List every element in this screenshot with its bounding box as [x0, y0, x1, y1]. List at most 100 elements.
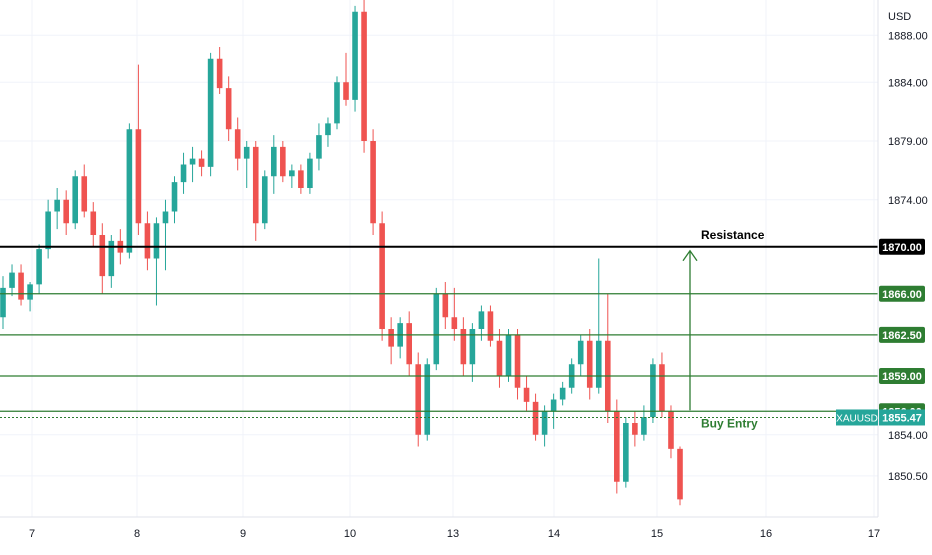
candle-body — [559, 387, 566, 400]
candle-body — [388, 329, 394, 347]
candle-body — [406, 323, 412, 365]
target-arrow-head — [682, 249, 698, 262]
price-tag-bg — [879, 368, 925, 384]
current-price-tag[interactable]: XAUUSD 1855.47 — [836, 409, 925, 426]
candle-body — [352, 11, 358, 100]
currency-label: USD — [888, 11, 911, 23]
candle-body — [81, 176, 88, 212]
candle-body — [614, 411, 620, 482]
candle-body — [252, 146, 259, 224]
candle-body — [90, 211, 97, 235]
candle-body — [207, 58, 214, 167]
time-tick-label: 14 — [548, 528, 560, 540]
time-tick-label: 16 — [760, 528, 772, 540]
price-tick-label: 1888.00 — [888, 30, 928, 42]
candle-body — [586, 340, 593, 388]
candle-body — [623, 423, 629, 482]
price-tag-text: 1859.00 — [882, 371, 922, 383]
candle-body — [541, 411, 548, 435]
candle-body — [18, 272, 24, 300]
price-tick-label: 1850.50 — [888, 471, 928, 483]
candle-body — [523, 387, 530, 402]
candle-body — [9, 272, 15, 288]
candle-body — [225, 88, 232, 130]
candle-body — [180, 164, 187, 183]
candle-body — [334, 82, 340, 124]
candle-body — [650, 364, 656, 418]
candle-body — [198, 158, 205, 167]
candle-body — [126, 129, 133, 253]
price-tag-1859-00[interactable]: 1859.00 — [879, 368, 925, 384]
resistance-label: Resistance — [701, 228, 765, 242]
price-tag-text: 1866.00 — [882, 289, 922, 301]
price-tag-1870-00[interactable]: 1870.00 — [879, 238, 925, 255]
time-tick-label: 8 — [134, 528, 140, 540]
candle-body — [325, 123, 331, 136]
candle-body — [659, 364, 665, 412]
buy-entry-label: Buy Entry — [701, 416, 758, 430]
time-tick-label: 9 — [240, 528, 246, 540]
current-price-bg — [879, 409, 925, 426]
candle-body — [280, 146, 286, 177]
candle-body — [63, 199, 69, 224]
price-tag-bg — [879, 238, 925, 255]
candle-body — [415, 364, 422, 435]
candle-body — [460, 329, 467, 365]
candle-body — [162, 211, 169, 224]
candle-body — [361, 11, 367, 141]
candle-body — [216, 58, 223, 89]
candle-body — [36, 249, 42, 285]
price-tick-label: 1879.00 — [888, 136, 928, 148]
time-tick-label: 13 — [447, 528, 459, 540]
candle-body — [550, 399, 557, 412]
candle-body — [442, 293, 449, 318]
price-tick-label: 1874.00 — [888, 195, 928, 207]
candle-body — [144, 223, 151, 259]
price-tag-bg — [879, 326, 925, 343]
candle-body — [234, 129, 241, 159]
current-price-text: 1855.47 — [882, 412, 922, 424]
candle-body — [99, 235, 106, 277]
candle-body — [108, 240, 115, 277]
time-tick-label: 17 — [868, 528, 880, 540]
price-tag-bg — [879, 285, 925, 302]
candle-body — [514, 334, 521, 388]
candle-body — [424, 364, 431, 435]
candle-body — [595, 340, 602, 388]
candle-body — [72, 176, 79, 224]
time-tick-label: 7 — [29, 528, 35, 540]
candle-body — [370, 141, 376, 224]
candle-body — [261, 176, 268, 224]
candle-body — [632, 423, 638, 435]
candle-body — [478, 311, 485, 329]
price-tag-text: 1862.50 — [882, 330, 922, 342]
price-tag-1866-00[interactable]: 1866.00 — [879, 285, 925, 302]
candle-body — [469, 329, 476, 365]
candle-body — [298, 170, 304, 188]
candle-body — [668, 411, 674, 449]
candle-body — [271, 146, 277, 177]
candle-body — [496, 340, 503, 376]
candle-body — [45, 211, 51, 250]
candle-body — [243, 146, 250, 159]
candle-body — [343, 82, 349, 100]
candle-body — [153, 223, 160, 259]
price-tick-label: 1884.00 — [888, 77, 928, 89]
time-tick-label: 15 — [651, 528, 663, 540]
candle-body — [379, 223, 385, 329]
price-tag-1862-50[interactable]: 1862.50 — [879, 326, 925, 343]
symbol-badge-text: XAUUSD — [836, 413, 878, 424]
price-tick-label: 1854.00 — [888, 430, 928, 442]
price-axis-background — [878, 0, 932, 550]
price-tag-text: 1870.00 — [882, 242, 922, 254]
candle-body — [316, 135, 322, 159]
candle-body — [27, 284, 33, 300]
candle-body — [171, 182, 178, 212]
symbol-badge-bg — [836, 409, 878, 426]
candle-body — [307, 158, 313, 188]
candle-body — [54, 199, 60, 212]
candle-body — [0, 287, 6, 318]
candle-body — [677, 448, 683, 500]
